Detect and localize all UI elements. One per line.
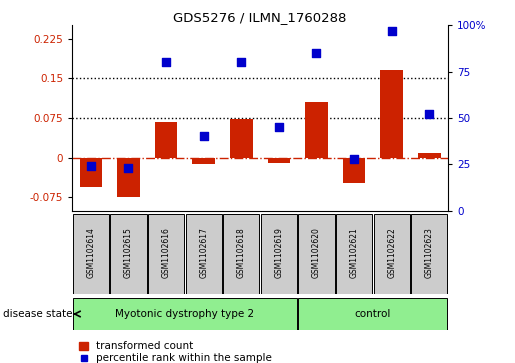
Bar xyxy=(268,158,290,163)
Bar xyxy=(343,158,365,183)
Text: control: control xyxy=(355,309,391,319)
Bar xyxy=(298,214,335,294)
Bar xyxy=(117,158,140,197)
Point xyxy=(125,165,133,171)
Point xyxy=(162,60,170,65)
Bar xyxy=(261,214,297,294)
Text: GSM1102618: GSM1102618 xyxy=(237,227,246,278)
Text: Myotonic dystrophy type 2: Myotonic dystrophy type 2 xyxy=(115,309,254,319)
Text: GSM1102616: GSM1102616 xyxy=(162,227,170,278)
Text: GSM1102621: GSM1102621 xyxy=(350,227,358,278)
Bar xyxy=(193,158,215,164)
Text: GSM1102614: GSM1102614 xyxy=(87,227,95,278)
Text: GSM1102622: GSM1102622 xyxy=(387,227,396,278)
Point xyxy=(388,28,396,34)
Point xyxy=(350,156,358,162)
Bar xyxy=(73,298,297,330)
Text: GSM1102617: GSM1102617 xyxy=(199,227,208,278)
Bar xyxy=(223,214,260,294)
Bar xyxy=(148,214,184,294)
Title: GDS5276 / ILMN_1760288: GDS5276 / ILMN_1760288 xyxy=(174,11,347,24)
Text: GSM1102619: GSM1102619 xyxy=(274,227,283,278)
Bar xyxy=(80,158,102,187)
Point xyxy=(425,111,434,117)
Bar xyxy=(373,214,410,294)
Bar xyxy=(336,214,372,294)
Bar xyxy=(185,214,222,294)
Bar xyxy=(305,102,328,158)
Text: GSM1102623: GSM1102623 xyxy=(425,227,434,278)
Text: GSM1102620: GSM1102620 xyxy=(312,227,321,278)
Text: GSM1102615: GSM1102615 xyxy=(124,227,133,278)
Bar xyxy=(418,154,440,158)
Bar xyxy=(230,119,252,158)
Legend: transformed count, percentile rank within the sample: transformed count, percentile rank withi… xyxy=(77,339,274,363)
Text: disease state: disease state xyxy=(3,309,73,319)
Point xyxy=(200,134,208,139)
Point xyxy=(87,163,95,169)
Bar xyxy=(155,122,177,158)
Bar xyxy=(411,214,448,294)
Bar xyxy=(381,70,403,158)
Bar xyxy=(298,298,448,330)
Bar xyxy=(110,214,147,294)
Point xyxy=(312,50,320,56)
Bar xyxy=(73,214,109,294)
Point xyxy=(237,60,245,65)
Point xyxy=(275,124,283,130)
